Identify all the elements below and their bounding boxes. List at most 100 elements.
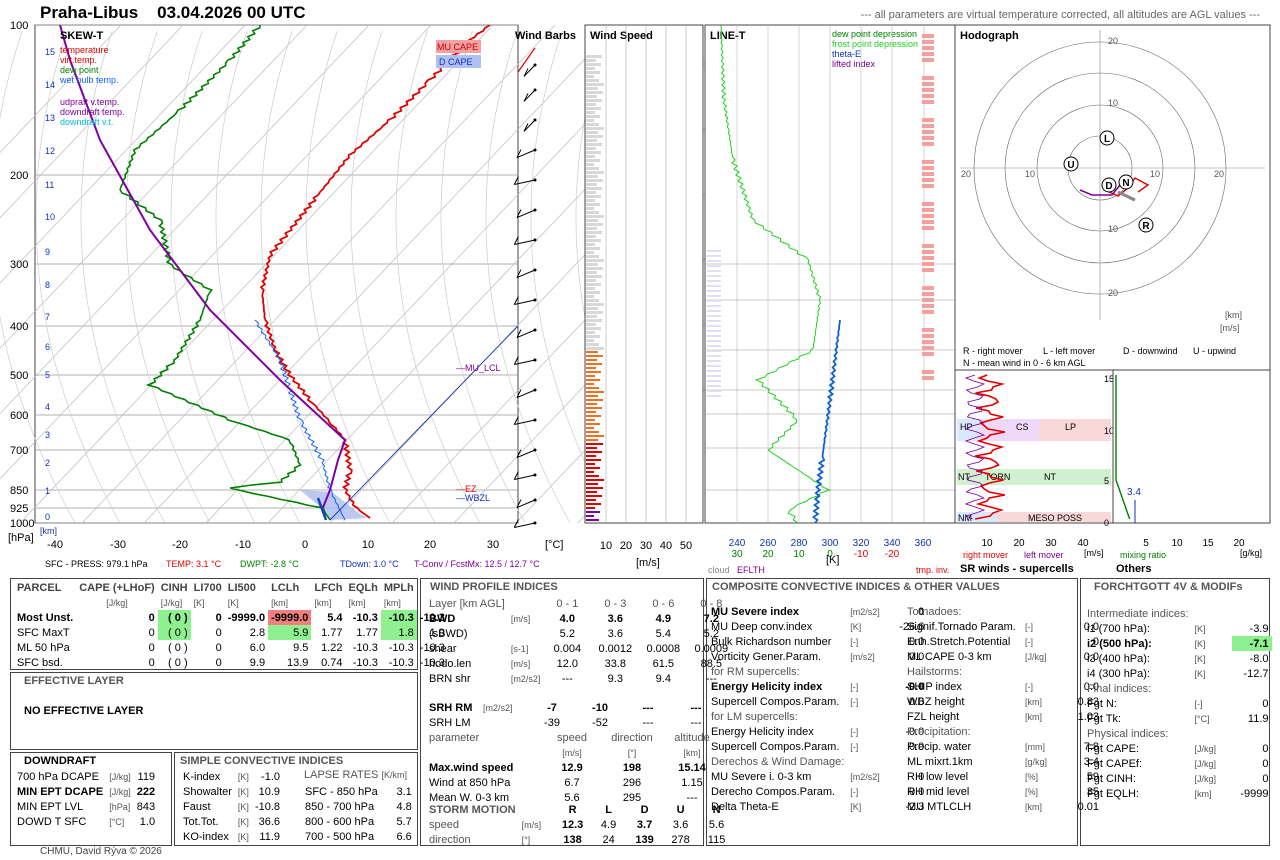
index-unit: [%]	[1025, 771, 1039, 782]
tmpinv-bar	[922, 352, 934, 356]
index-label: Energy Helicity index	[711, 680, 823, 693]
index-label: Delta Theta-E	[711, 800, 779, 813]
simple-label: Showalter	[183, 785, 232, 798]
parcel-unit: [J/kg]	[106, 597, 128, 608]
ws-bar	[586, 311, 603, 314]
ws-bar	[586, 147, 596, 150]
ws-bar	[586, 399, 603, 401]
parcel-cell: 1.77	[356, 626, 378, 639]
windspeed-title: Wind Speed	[590, 30, 653, 42]
cloud-bar	[707, 385, 721, 387]
ws-bar	[586, 211, 599, 214]
index-unit: [-]	[1025, 681, 1033, 692]
linet-ktick: 260	[760, 538, 777, 549]
others-frame	[1112, 369, 1271, 524]
wind-barb-dot	[533, 268, 537, 272]
wind-barb	[516, 499, 536, 509]
index-value: 59	[1086, 770, 1099, 783]
wind-barb	[514, 299, 536, 306]
index-value: -26.6	[899, 620, 925, 633]
wind-barb-dot	[533, 521, 537, 525]
wind-barb-flag	[513, 236, 519, 245]
srw-band	[957, 419, 979, 441]
ws-bar	[586, 331, 595, 334]
tmpinv-bar	[922, 124, 934, 128]
srw-legend-lm: left mover	[1024, 550, 1064, 560]
wp-label: shear	[429, 642, 457, 655]
tmpinv-bar	[922, 334, 934, 338]
ws-bar	[586, 59, 596, 62]
parcel-row: SFC MaxT 0( 0 ) 0 2.8 5.9 1.77 1.77 1.8 1.9	[14, 625, 448, 640]
index-value: 0.01	[1077, 800, 1099, 813]
parcel-unit: [J/kg]	[160, 597, 183, 608]
cloud-bar	[707, 255, 721, 257]
index-label: Fgt N:	[1087, 697, 1117, 710]
wp-value: ---	[561, 672, 573, 685]
wind-barb	[523, 89, 536, 102]
lapse-row: 800 - 600 hPa 5.7	[302, 814, 415, 829]
ws-bar	[586, 419, 595, 421]
isotherm	[0, 24, 184, 219]
srh-value: -52	[592, 716, 608, 729]
simple-title: SIMPLE CONVECTIVE INDICES	[180, 755, 344, 767]
wind-barb	[514, 419, 536, 426]
ws-bar	[586, 447, 597, 449]
wp-value: 3.6	[607, 612, 623, 625]
srw-band-label: MESO POSS	[1028, 513, 1082, 523]
index-value: -3.9	[1249, 622, 1269, 635]
srw-band	[1039, 419, 1111, 441]
ws-bar	[586, 235, 596, 238]
parcel-cell: 1.77	[321, 626, 343, 639]
index-row: Fgt CINH: [J/kg] 0	[1084, 771, 1272, 786]
hodo-marker	[1138, 217, 1154, 233]
composite-panel	[706, 578, 1078, 846]
index-value: -0.0	[905, 680, 925, 693]
ws-bar	[586, 455, 596, 457]
ws-bar	[586, 283, 601, 286]
param-cell: ---	[686, 791, 698, 804]
isotherm	[0, 24, 246, 284]
cloud-bar	[707, 375, 721, 377]
parcel-col: LI500	[227, 581, 256, 594]
index-value: 1.03	[1077, 710, 1099, 723]
isotherm	[19, 24, 494, 524]
index-unit: [K]	[850, 801, 862, 812]
index-row: Bulk Richardson number [-] 0.0	[708, 634, 927, 649]
cloud-bar	[707, 355, 721, 357]
hodo-xtick: 20	[1214, 169, 1224, 179]
others-xtick: 5	[1143, 538, 1149, 549]
ws-bar	[586, 247, 600, 250]
wp-row: hodo.len [m/s] 12.0 33.8 61.5 88.5	[426, 656, 735, 671]
km-tick: 5	[45, 370, 50, 380]
lapse-title: LAPSE RATES [K/km]	[304, 769, 407, 781]
downdraft-unit: [J/kg]	[109, 771, 131, 782]
index-unit: [-]	[850, 741, 859, 752]
mucape-label: MU CAPE	[437, 42, 478, 52]
linet-legend: lifted index	[832, 59, 876, 69]
ws-bar	[586, 383, 594, 385]
cloud-bar	[707, 305, 721, 307]
ws-bar	[586, 75, 594, 78]
hodo-ytick: 10	[1108, 98, 1118, 108]
ws-bar	[586, 375, 595, 377]
thetae-line	[811, 319, 841, 524]
param-head: parameter speed direction altitude	[426, 730, 722, 745]
wp-value: 5.2	[559, 627, 575, 640]
blank	[426, 745, 542, 760]
index-value: 0	[918, 605, 925, 618]
param-cell: Mean W. 0-3 km	[429, 791, 510, 804]
wp-blank	[508, 596, 544, 611]
wp-value: 0.0009	[694, 642, 729, 655]
wp-label: BRN shr	[429, 672, 471, 685]
tmpinv-bar	[922, 58, 934, 62]
index-value: 0	[1262, 772, 1269, 785]
index-row: i3 (400 hPa): [K] -8.0	[1084, 651, 1272, 666]
linet-unit: [K]	[826, 554, 839, 566]
wind-barb-dot	[533, 448, 537, 452]
storm-value: 4.9	[600, 818, 617, 831]
dry-adiabat	[35, 30, 121, 524]
ws-bar	[586, 187, 602, 190]
tmpinv-bar	[922, 76, 934, 80]
section-row: Final indices:	[1084, 681, 1272, 696]
wind-barb-dot	[533, 238, 537, 242]
